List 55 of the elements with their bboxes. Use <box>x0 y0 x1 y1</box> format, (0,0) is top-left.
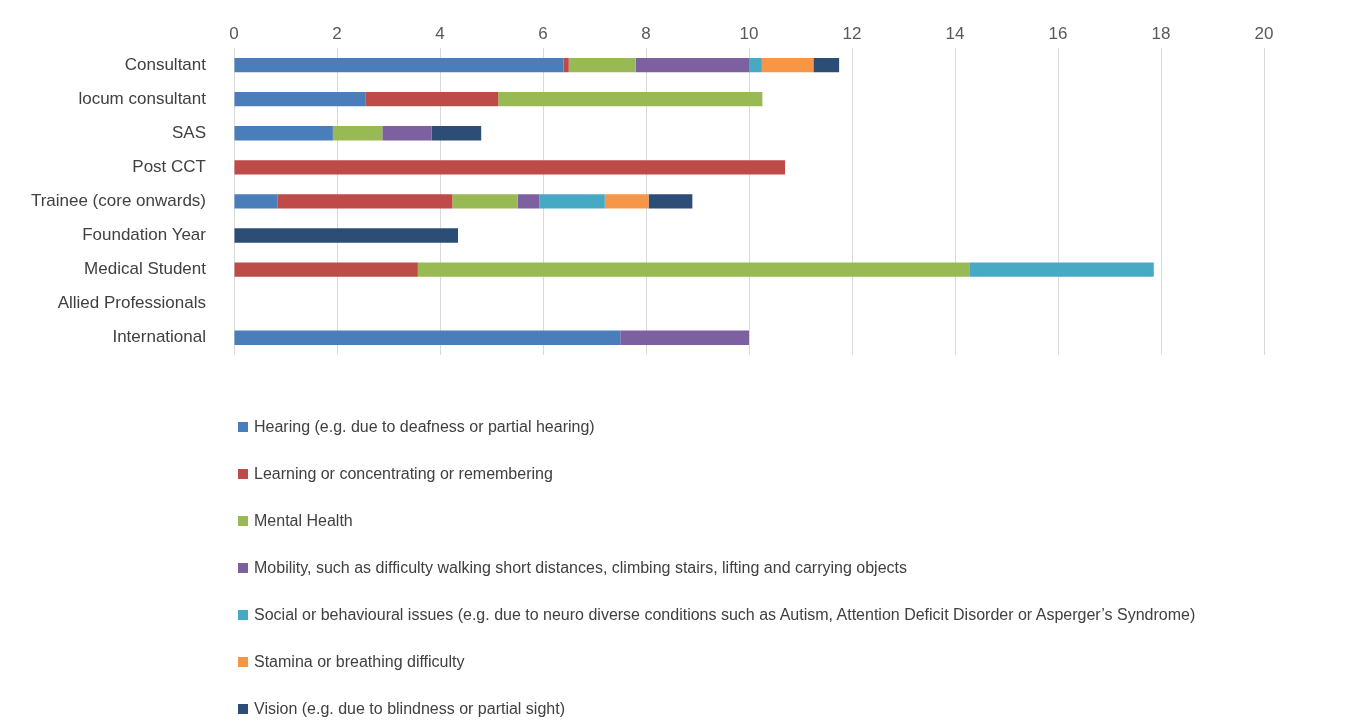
bar <box>761 57 814 73</box>
bar <box>648 194 693 209</box>
x-tick-label: 2 <box>332 24 342 44</box>
bar <box>277 194 453 209</box>
x-tick-label: 12 <box>842 24 862 44</box>
y-tick-label: Foundation Year <box>82 225 207 245</box>
legend-label: Hearing (e.g. due to deafness or partial hearing) <box>254 417 595 437</box>
legend-label: Vision (e.g. due to blindness or partial sight) <box>254 699 565 719</box>
bar <box>969 262 1154 277</box>
legend-label: Mobility, such as difficulty walking short distances, climbing stairs, lifting and carrying objects <box>254 558 908 578</box>
bar <box>749 57 762 73</box>
x-tick-label: 14 <box>945 24 965 44</box>
y-tick-label: locum consultant <box>78 88 207 108</box>
bar <box>635 57 749 73</box>
x-tick-label: 18 <box>1151 24 1171 44</box>
y-tick-label: SAS <box>171 122 206 142</box>
bar <box>234 160 786 175</box>
bar <box>452 194 518 209</box>
y-tick-label: Post CCT <box>132 157 206 176</box>
y-tick-label: International <box>112 327 206 347</box>
y-tick-label: Consultant <box>124 54 207 74</box>
bar <box>234 91 366 107</box>
x-tick-label: 4 <box>435 24 445 44</box>
y-tick-label: Trainee (core onwards) <box>30 191 206 211</box>
bar <box>620 330 749 345</box>
y-tick-label: Allied Professionals <box>57 293 206 313</box>
bar <box>332 126 383 141</box>
bar <box>382 126 432 141</box>
legend-label: Stamina or breathing difficulty <box>254 652 465 672</box>
bar <box>431 126 482 141</box>
bar <box>234 57 564 73</box>
bar <box>563 57 569 73</box>
bar <box>539 194 605 209</box>
legend-label: Social or behavioural issues (e.g. due to neuro diverse conditions such as Autism, Attention Deficit Disorder or Asperger’s Syndrome) <box>254 605 1196 625</box>
bar <box>568 57 636 73</box>
bar <box>234 194 278 209</box>
bar <box>234 262 418 277</box>
bar <box>234 126 333 141</box>
legend-label: Learning or concentrating or remembering <box>254 464 553 484</box>
bar <box>498 91 763 107</box>
bar <box>417 262 970 277</box>
x-tick-label: 10 <box>739 24 759 44</box>
bar <box>517 194 540 209</box>
x-tick-label: 20 <box>1254 24 1274 44</box>
bar <box>813 57 840 73</box>
x-tick-label: 16 <box>1048 24 1068 44</box>
y-tick-label: Medical Student <box>84 259 207 279</box>
legend-label: Mental Health <box>254 511 353 531</box>
x-tick-label: 8 <box>641 24 651 44</box>
bar <box>604 194 649 209</box>
bar <box>234 330 621 345</box>
bar <box>234 228 459 243</box>
x-tick-label: 6 <box>538 24 548 44</box>
x-tick-label: 0 <box>229 24 239 44</box>
bar <box>365 91 499 107</box>
